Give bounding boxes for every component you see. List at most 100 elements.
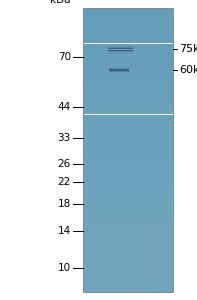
Bar bbox=[83, 51, 173, 54]
Bar bbox=[83, 90, 173, 93]
Bar bbox=[83, 65, 173, 68]
Bar bbox=[83, 196, 173, 200]
Bar bbox=[108, 46, 134, 47]
Bar bbox=[83, 168, 173, 171]
Bar bbox=[83, 224, 173, 228]
Bar bbox=[83, 185, 173, 189]
Bar bbox=[83, 47, 173, 51]
Bar bbox=[83, 154, 173, 157]
Bar bbox=[83, 200, 173, 203]
Text: 60kDa: 60kDa bbox=[179, 65, 197, 75]
Bar bbox=[83, 221, 173, 224]
Bar bbox=[83, 72, 173, 75]
Bar bbox=[83, 171, 173, 175]
Bar bbox=[83, 235, 173, 239]
Bar bbox=[83, 203, 173, 207]
Bar bbox=[83, 161, 173, 164]
Bar bbox=[83, 136, 173, 139]
Bar bbox=[83, 288, 173, 292]
Bar bbox=[83, 8, 173, 292]
Bar bbox=[83, 182, 173, 185]
Bar bbox=[83, 264, 173, 267]
Text: 10: 10 bbox=[58, 263, 71, 273]
Bar bbox=[108, 52, 134, 53]
Text: 18: 18 bbox=[58, 199, 71, 209]
Text: 70: 70 bbox=[58, 52, 71, 62]
Bar bbox=[83, 246, 173, 249]
Bar bbox=[108, 45, 134, 46]
Bar bbox=[83, 239, 173, 242]
Bar bbox=[83, 218, 173, 221]
Bar bbox=[83, 143, 173, 146]
Bar bbox=[83, 146, 173, 150]
Bar bbox=[83, 79, 173, 83]
Bar bbox=[83, 150, 173, 154]
Bar bbox=[83, 132, 173, 136]
Bar bbox=[83, 256, 173, 260]
Bar bbox=[83, 260, 173, 264]
Text: 14: 14 bbox=[58, 226, 71, 236]
Bar bbox=[83, 278, 173, 281]
Bar bbox=[83, 29, 173, 33]
Bar bbox=[83, 75, 173, 79]
Text: 75kDa: 75kDa bbox=[179, 44, 197, 55]
Bar bbox=[83, 115, 173, 118]
Bar bbox=[83, 242, 173, 246]
Bar bbox=[83, 54, 173, 58]
Bar bbox=[83, 285, 173, 288]
Bar bbox=[83, 97, 173, 100]
Bar bbox=[83, 193, 173, 196]
Bar bbox=[83, 118, 173, 122]
Bar bbox=[83, 86, 173, 90]
Bar bbox=[83, 249, 173, 253]
Bar bbox=[83, 44, 173, 47]
Bar bbox=[83, 164, 173, 168]
Bar bbox=[83, 61, 173, 65]
Bar bbox=[108, 47, 134, 48]
Bar bbox=[83, 36, 173, 40]
Bar bbox=[83, 253, 173, 256]
Bar bbox=[108, 50, 134, 51]
Bar bbox=[83, 210, 173, 214]
Text: 33: 33 bbox=[58, 134, 71, 143]
Bar bbox=[83, 267, 173, 271]
Bar bbox=[83, 122, 173, 125]
Bar bbox=[83, 178, 173, 182]
Bar bbox=[83, 129, 173, 132]
Bar bbox=[83, 139, 173, 143]
Text: 26: 26 bbox=[58, 159, 71, 169]
Bar bbox=[83, 232, 173, 235]
Bar bbox=[83, 107, 173, 111]
Bar bbox=[83, 93, 173, 97]
Bar bbox=[83, 189, 173, 193]
Bar bbox=[83, 125, 173, 129]
Bar bbox=[83, 100, 173, 104]
Text: kDa: kDa bbox=[50, 0, 71, 5]
Text: 44: 44 bbox=[58, 102, 71, 112]
Bar bbox=[83, 271, 173, 274]
Bar bbox=[83, 26, 173, 29]
Bar bbox=[83, 8, 173, 11]
Bar bbox=[83, 11, 173, 15]
Bar bbox=[83, 111, 173, 115]
Bar bbox=[108, 48, 134, 49]
Bar bbox=[108, 49, 134, 50]
Bar bbox=[83, 175, 173, 178]
Bar bbox=[83, 68, 173, 72]
Bar bbox=[108, 51, 134, 52]
Bar bbox=[83, 157, 173, 161]
Bar bbox=[83, 15, 173, 19]
Bar bbox=[83, 19, 173, 22]
Bar bbox=[83, 40, 173, 44]
Text: 22: 22 bbox=[58, 177, 71, 188]
Bar bbox=[83, 214, 173, 217]
Bar bbox=[83, 281, 173, 285]
Bar bbox=[83, 22, 173, 26]
Bar bbox=[83, 274, 173, 278]
Bar bbox=[83, 58, 173, 61]
Bar bbox=[83, 82, 173, 86]
Bar bbox=[108, 53, 134, 54]
Bar bbox=[83, 104, 173, 107]
Bar bbox=[83, 207, 173, 210]
Bar bbox=[83, 228, 173, 232]
